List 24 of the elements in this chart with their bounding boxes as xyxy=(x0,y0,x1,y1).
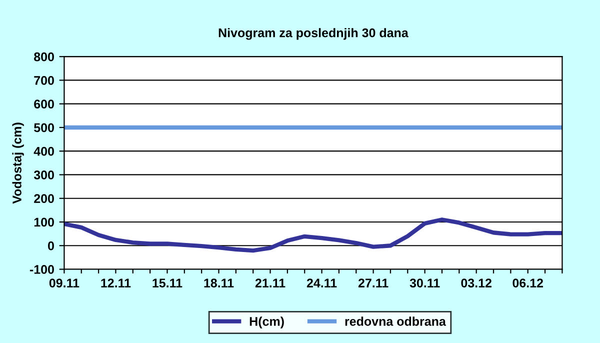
x-tick-label: 15.11 xyxy=(152,278,182,288)
x-tick-label: 30.11 xyxy=(410,278,440,288)
y-tick-label: 300 xyxy=(34,170,54,180)
x-tick-label: 18.11 xyxy=(204,278,234,288)
x-tick-label: 03.12 xyxy=(461,278,492,288)
chart-title: Nivogram za poslednjih 30 dana xyxy=(218,28,408,40)
y-tick-label: 800 xyxy=(34,52,54,62)
y-tick-label: 200 xyxy=(34,194,54,204)
x-tick-label: 12.11 xyxy=(101,278,131,288)
x-tick-label: 27.11 xyxy=(358,278,388,288)
x-tick-label: 09.11 xyxy=(49,278,80,288)
y-axis-title: Vodostaj (cm) xyxy=(12,122,24,204)
y-tick-label: 700 xyxy=(34,76,54,85)
y-tick-label: 0 xyxy=(48,241,54,250)
y-tick-label: 500 xyxy=(34,123,54,132)
legend-label: H(cm) xyxy=(250,316,284,328)
y-tick-label: 400 xyxy=(34,146,54,156)
x-tick-label: 21.11 xyxy=(255,278,286,288)
y-tick-label: -100 xyxy=(30,265,54,274)
x-tick-label: 06.12 xyxy=(512,278,543,288)
legend-label: redovna odbrana xyxy=(345,316,446,326)
y-tick-label: 100 xyxy=(34,218,54,227)
y-tick-label: 600 xyxy=(34,100,54,109)
x-tick-label: 24.11 xyxy=(306,278,337,288)
